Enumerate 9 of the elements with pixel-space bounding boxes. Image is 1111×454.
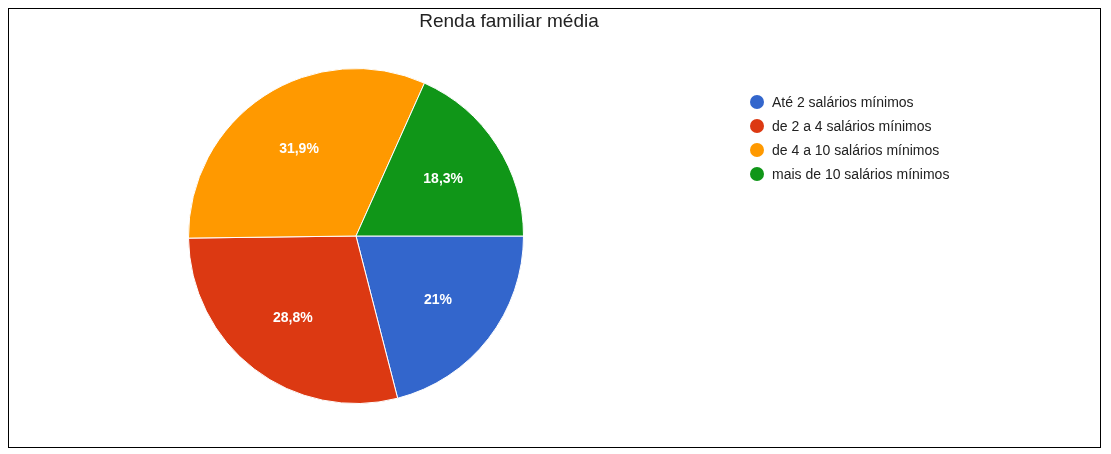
data-label: 28,8% bbox=[273, 309, 314, 326]
data-label: 18,3% bbox=[423, 170, 464, 187]
data-label: 31,9% bbox=[279, 140, 320, 157]
legend-label: mais de 10 salários mínimos bbox=[772, 166, 950, 182]
legend-label: Até 2 salários mínimos bbox=[772, 94, 914, 110]
chart-title: Renda familiar média bbox=[418, 10, 600, 32]
legend-label: de 2 a 4 salários mínimos bbox=[772, 118, 932, 134]
data-label: 21% bbox=[424, 290, 453, 307]
legend-label: de 4 a 10 salários mínimos bbox=[772, 142, 940, 158]
